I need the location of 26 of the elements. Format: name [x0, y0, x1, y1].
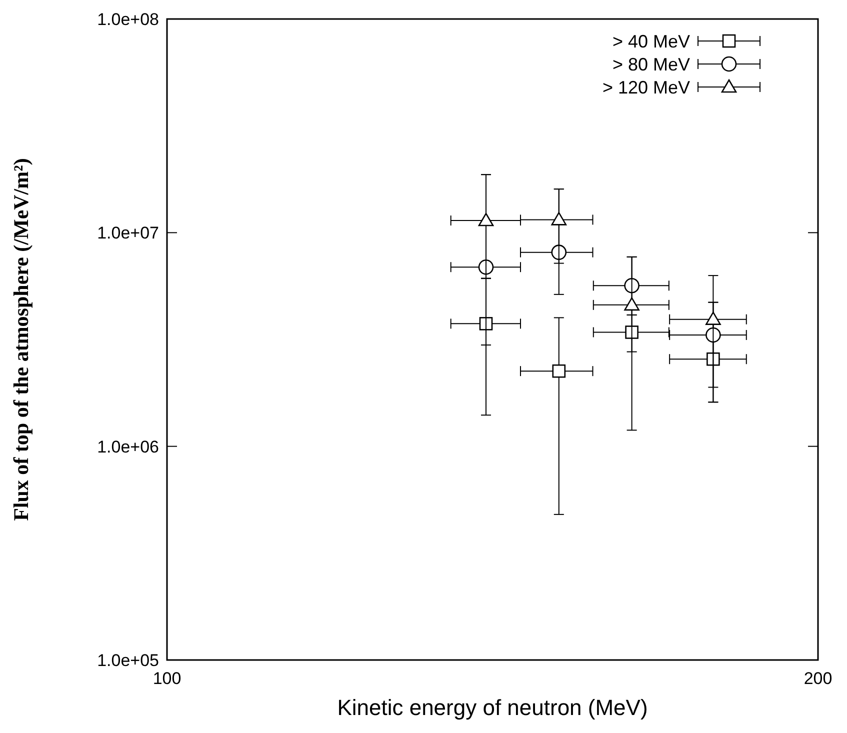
point	[624, 297, 640, 311]
point	[706, 352, 720, 366]
legend-entry: > 80 MeV	[612, 54, 760, 74]
point	[552, 364, 566, 378]
y-tick-label: 1.0e+08	[97, 10, 159, 29]
point	[479, 317, 493, 330]
y-axis-title: Flux of top of the atmosphere (/MeV/m²)	[9, 158, 33, 521]
legend-entry: > 120 MeV	[602, 77, 760, 98]
legend-entry: > 40 MeV	[612, 31, 760, 52]
y-tick-label: 1.0e+05	[97, 650, 159, 670]
legend-label: > 120 MeV	[602, 77, 690, 98]
y-tick-label: 1.0e+07	[97, 224, 159, 243]
x-tick-label: 200	[804, 669, 832, 688]
point	[551, 212, 567, 226]
point	[706, 327, 721, 343]
x-axis-title: Kinetic energy of neutron (MeV)	[337, 695, 648, 720]
point	[706, 312, 721, 325]
legend-label: > 80 MeV	[612, 54, 690, 74]
point	[478, 259, 494, 275]
x-tick-label: 100	[152, 669, 182, 688]
y-tick-label: 1.0e+06	[97, 437, 159, 456]
point	[625, 326, 638, 339]
point	[478, 212, 494, 226]
point	[551, 244, 567, 260]
legend-label: > 40 MeV	[612, 31, 690, 52]
point	[624, 278, 640, 294]
